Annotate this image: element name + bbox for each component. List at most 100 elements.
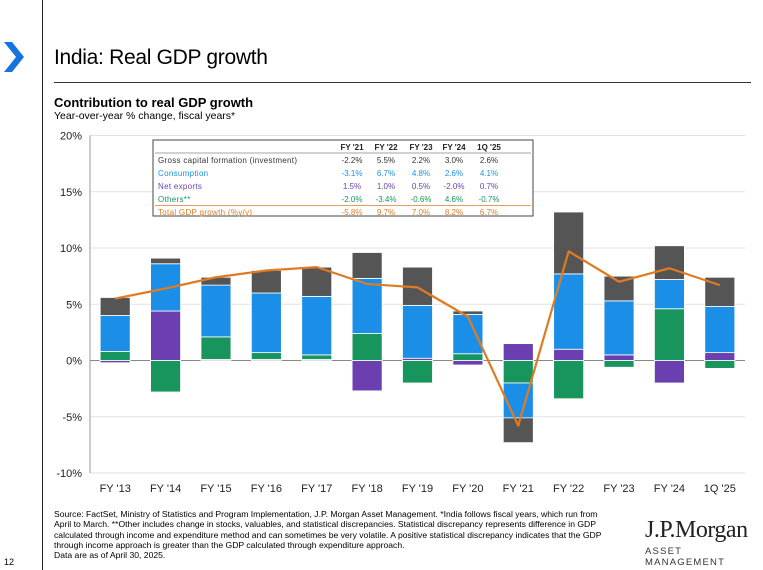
bar-consumption (654, 279, 685, 310)
table-header: FY '23 (409, 143, 433, 152)
jpmorgan-logo: J.P.Morgan ASSET MANAGEMENT (645, 517, 763, 568)
chart-title: Contribution to real GDP growth (54, 95, 254, 110)
table-row-label: Total GDP growth (%y/y) (158, 208, 252, 217)
y-tick-label: 0% (66, 356, 82, 368)
bar-net-exports (150, 310, 181, 361)
table-row-label: Net exports (158, 182, 202, 191)
logo-wordmark: J.P.Morgan (645, 517, 748, 543)
bar-consumption (301, 295, 333, 356)
bar-consumption (200, 284, 232, 338)
page-title: India: Real GDP growth (54, 46, 268, 69)
bar-gross-capital (250, 270, 282, 294)
table-cell: -0.6% (411, 195, 432, 204)
y-tick-label: -10% (56, 468, 82, 480)
bar-gross-capital (452, 310, 484, 315)
bar-others (150, 360, 181, 393)
table-cell: -2.0% (342, 195, 363, 204)
source-note: Source: FactSet, Ministry of Statistics … (54, 509, 644, 560)
bar-gross-capital (603, 275, 635, 302)
table-row-label: Gross capital formation (investment) (158, 156, 297, 165)
bar-others (452, 353, 484, 361)
table-cell: 3.0% (445, 156, 463, 165)
bar-net-exports (654, 360, 685, 384)
bar-others (502, 360, 534, 384)
x-tick-label: FY '18 (351, 483, 382, 495)
bar-gross-capital (553, 211, 585, 275)
bar-others (250, 352, 282, 360)
x-tick-label: FY '21 (503, 483, 534, 495)
bar-gross-capital (654, 245, 685, 280)
table-cell: -0.7% (479, 195, 500, 204)
table-row-label: Consumption (158, 169, 208, 178)
x-tick-label: FY '22 (553, 483, 584, 495)
bar-net-exports (603, 354, 635, 361)
x-tick-label: FY '17 (301, 483, 332, 495)
source-line: Source: FactSet, Ministry of Statistics … (54, 509, 598, 519)
bar-net-exports (351, 360, 383, 392)
bar-net-exports (502, 343, 534, 361)
table-cell: -3.1% (342, 169, 363, 178)
table-cell: 4.6% (445, 195, 463, 204)
table-header: FY '22 (374, 143, 398, 152)
bar-consumption (99, 315, 131, 352)
table-cell: 6.7% (377, 169, 395, 178)
bar-consumption (402, 304, 433, 359)
bar-net-exports (452, 360, 484, 366)
x-tick-label: FY '19 (402, 483, 433, 495)
x-tick-label: FY '15 (200, 483, 231, 495)
table-cell: 2.6% (445, 169, 463, 178)
table-cell: 5.5% (377, 156, 395, 165)
table-cell: -3.4% (376, 195, 397, 204)
bar-consumption (250, 292, 282, 354)
bar-others (553, 360, 585, 400)
bar-gross-capital (99, 297, 131, 316)
table-cell: -2.0% (444, 182, 465, 191)
x-tick-label: FY '23 (603, 483, 634, 495)
bar-gross-capital (502, 417, 534, 444)
bar-others (402, 360, 433, 384)
bar-net-exports (553, 348, 585, 361)
table-cell: 7.0% (412, 208, 430, 217)
bar-consumption (603, 300, 635, 356)
table-cell: 4.8% (412, 169, 430, 178)
table-cell: 6.7% (480, 208, 498, 217)
x-tick-label: 1Q '25 (704, 483, 736, 495)
table-row-label: Others** (158, 195, 191, 204)
bar-gross-capital (301, 266, 333, 297)
title-divider (54, 82, 751, 83)
table-cell: 0.5% (412, 182, 430, 191)
y-tick-label: 5% (66, 299, 82, 311)
table-cell: 4.1% (480, 169, 498, 178)
bar-gross-capital (200, 276, 232, 286)
table-cell: 2.2% (412, 156, 430, 165)
source-line: Data are as of April 30, 2025. (54, 550, 166, 561)
bar-others (704, 360, 736, 369)
chevron-right-icon (4, 42, 24, 72)
page-number: 12 (4, 557, 15, 567)
bar-others (654, 308, 685, 361)
source-line: through income approach is greater than … (54, 539, 405, 550)
source-line: April to March. **Other includes change … (54, 519, 596, 530)
bar-others (99, 351, 131, 361)
table-cell: -2.2% (342, 156, 363, 165)
bar-gross-capital (150, 257, 181, 265)
y-tick-label: -5% (62, 412, 82, 424)
table-cell: 1.0% (377, 182, 395, 191)
bar-consumption (351, 277, 383, 334)
table-cell: 0.7% (480, 182, 498, 191)
logo-subtitle: ASSET MANAGEMENT (645, 546, 726, 568)
left-vertical-rule (42, 0, 43, 570)
bar-others (301, 354, 333, 360)
bar-net-exports (704, 352, 736, 361)
bar-gross-capital (351, 252, 383, 279)
table-cell: -5.8% (342, 208, 363, 217)
y-tick-label: 15% (60, 187, 82, 199)
table-header: FY '21 (340, 143, 364, 152)
x-tick-label: FY '16 (251, 483, 282, 495)
table-cell: 9.7% (377, 208, 395, 217)
bar-others (200, 336, 232, 360)
bar-others (603, 360, 635, 368)
x-tick-label: FY '20 (452, 483, 483, 495)
table-cell: 1.5% (343, 182, 361, 191)
table-header: 1Q '25 (477, 143, 501, 152)
